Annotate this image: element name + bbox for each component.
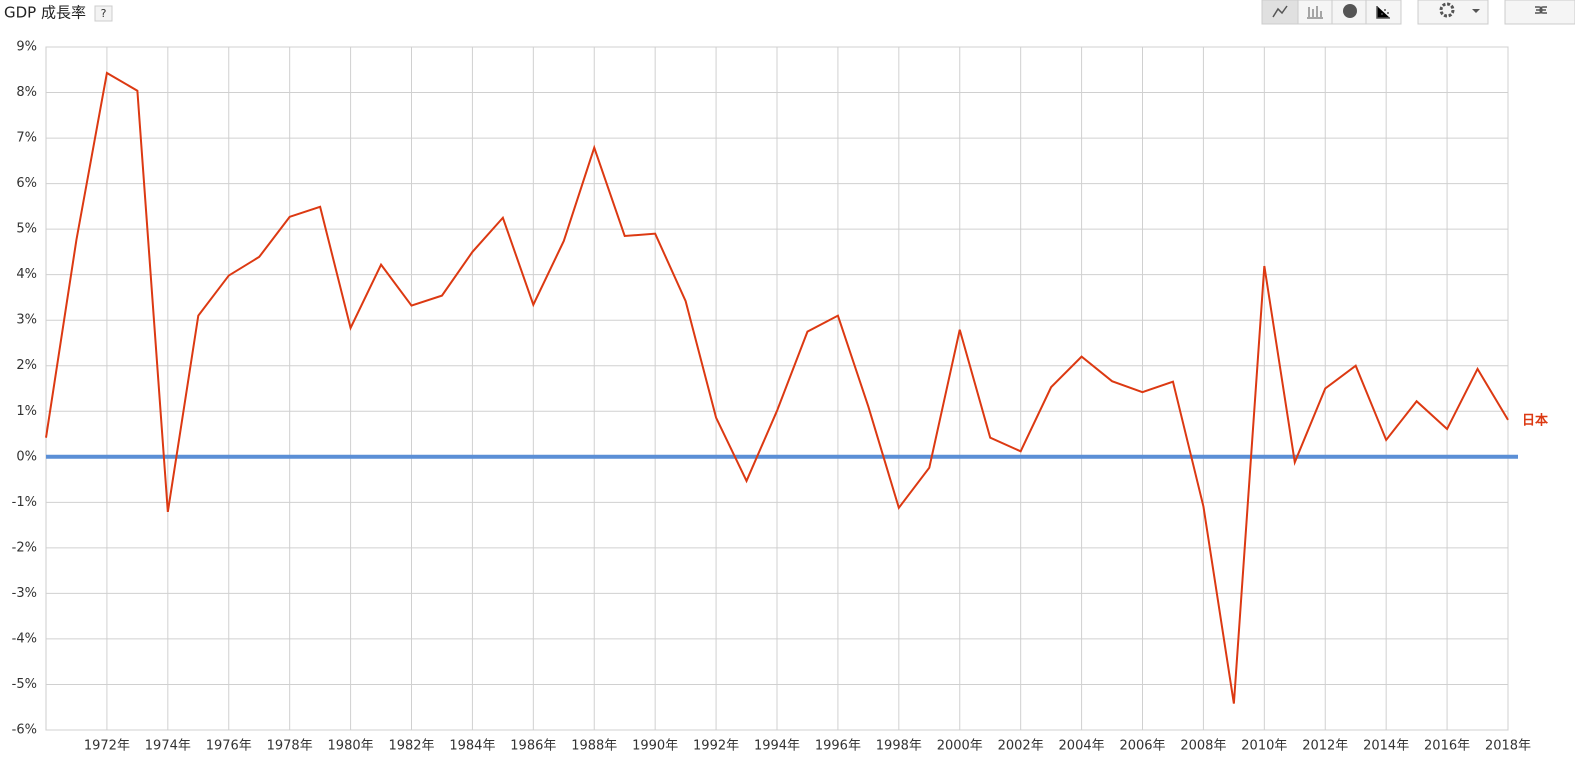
y-tick-label: 4% — [16, 267, 37, 282]
x-tick-label: 1978年 — [267, 739, 313, 754]
series-line — [45, 71, 1509, 704]
x-tick-label: 1982年 — [388, 739, 434, 754]
y-tick-label: -2% — [12, 540, 37, 555]
y-tick-label: 7% — [16, 131, 37, 146]
x-tick-label: 2008年 — [1180, 739, 1226, 754]
y-tick-label: 5% — [16, 222, 37, 237]
y-tick-label: 2% — [16, 358, 37, 373]
x-tick-label: 1990年 — [632, 739, 678, 754]
x-tick-label: 1984年 — [449, 739, 495, 754]
x-tick-label: 1996年 — [815, 739, 861, 754]
y-tick-label: -5% — [12, 677, 37, 692]
x-tick-label: 1976年 — [206, 739, 252, 754]
x-tick-label: 1986年 — [510, 739, 556, 754]
x-tick-label: 1994年 — [754, 739, 800, 754]
y-tick-label: -3% — [12, 586, 37, 601]
y-tick-label: 1% — [16, 404, 37, 419]
help-label[interactable]: ? — [101, 7, 107, 20]
y-tick-label: 6% — [16, 176, 37, 191]
x-tick-label: 1972年 — [84, 739, 130, 754]
x-tick-label: 1988年 — [571, 739, 617, 754]
x-tick-label: 2000年 — [937, 739, 983, 754]
x-tick-label: 1992年 — [693, 739, 739, 754]
help-button[interactable]: ? — [94, 5, 113, 22]
y-tick-label: 0% — [16, 449, 37, 464]
x-tick-label: 1974年 — [145, 739, 191, 754]
x-tick-label: 2010年 — [1241, 739, 1287, 754]
x-tick-label: 2018年 — [1485, 739, 1531, 754]
x-tick-label: 2016年 — [1424, 739, 1470, 754]
y-tick-label: -6% — [12, 723, 37, 738]
y-tick-label: -4% — [12, 631, 37, 646]
x-tick-label: 2004年 — [1059, 739, 1105, 754]
y-tick-label: -1% — [12, 495, 37, 510]
y-tick-label: 8% — [16, 85, 37, 100]
x-tick-label: 1998年 — [876, 739, 922, 754]
series-label: 日本 — [1522, 412, 1548, 428]
x-tick-label: 2002年 — [998, 739, 1044, 754]
x-tick-label: 2014年 — [1363, 739, 1409, 754]
toolbar — [1261, 0, 1575, 25]
bar-chart-button[interactable] — [1297, 0, 1333, 25]
x-tick-label: 2012年 — [1302, 739, 1348, 754]
x-tick-label: 2006年 — [1119, 739, 1165, 754]
x-tick-label: 1980年 — [328, 739, 374, 754]
y-tick-label: 3% — [16, 313, 37, 328]
y-tick-label: 9% — [16, 40, 37, 55]
page-title: GDP 成長率 — [4, 4, 86, 22]
